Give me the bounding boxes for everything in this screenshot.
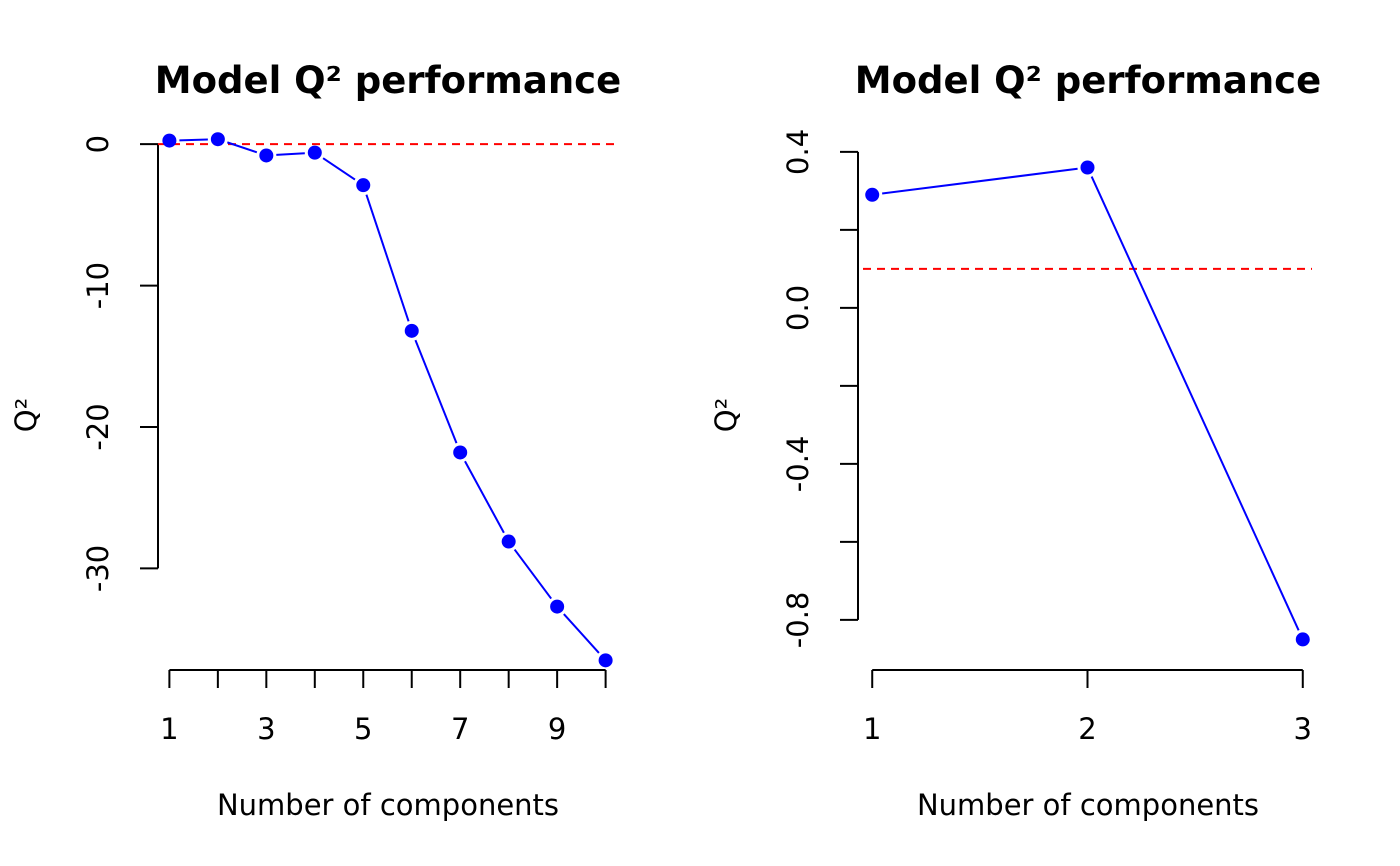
data-point	[1295, 632, 1310, 647]
x-tick-label: 2	[1078, 712, 1096, 746]
x-tick-label: 3	[257, 712, 275, 746]
data-point	[453, 445, 468, 460]
data-point	[501, 534, 516, 549]
x-axis-label: Number of components	[217, 788, 559, 822]
y-tick-label: -10	[81, 262, 115, 309]
series-line-segment	[414, 339, 458, 444]
y-axis-label: Q²	[9, 398, 43, 432]
x-tick-label: 9	[548, 712, 566, 746]
chart-panel-right: Model Q² performance Number of components…	[709, 59, 1321, 822]
y-tick-label: -0.8	[781, 592, 815, 649]
data-point	[404, 323, 419, 338]
series-line-segment	[322, 157, 356, 181]
data-point	[1080, 160, 1095, 175]
data-point	[307, 145, 322, 160]
data-point	[210, 132, 225, 147]
x-axis-label: Number of components	[917, 788, 1259, 822]
x-tick-label: 3	[1294, 712, 1312, 746]
series-line-segment	[227, 141, 258, 154]
series-line-segment	[563, 613, 600, 654]
data-point	[865, 187, 880, 202]
series-line-segment	[1090, 176, 1300, 631]
chart-title: Model Q² performance	[855, 59, 1321, 102]
series-line-segment	[179, 138, 208, 142]
data-point	[162, 133, 177, 148]
y-tick-label: -30	[81, 545, 115, 592]
chart-title: Model Q² performance	[155, 59, 621, 102]
y-tick-label: -0.4	[781, 436, 815, 493]
series-line-segment	[276, 152, 305, 156]
x-tick-label: 7	[451, 712, 469, 746]
x-tick-label: 1	[160, 712, 178, 746]
chart-panel-left: Model Q² performance Number of components…	[9, 59, 621, 822]
x-tick-label: 5	[354, 712, 372, 746]
data-point	[550, 599, 565, 614]
x-tick-label: 1	[863, 712, 881, 746]
y-tick-label: 0.0	[781, 285, 815, 331]
data-point	[259, 148, 274, 163]
series-line-segment	[513, 548, 552, 600]
y-tick-label: -20	[81, 403, 115, 450]
y-tick-label: 0	[81, 135, 115, 153]
data-point	[598, 653, 613, 668]
series-line-segment	[882, 167, 1078, 195]
y-tick-label: 0.4	[781, 129, 815, 175]
series-line-segment	[365, 194, 410, 322]
y-axis-label: Q²	[709, 398, 743, 432]
series-line-segment	[464, 460, 505, 534]
data-point	[356, 178, 371, 193]
